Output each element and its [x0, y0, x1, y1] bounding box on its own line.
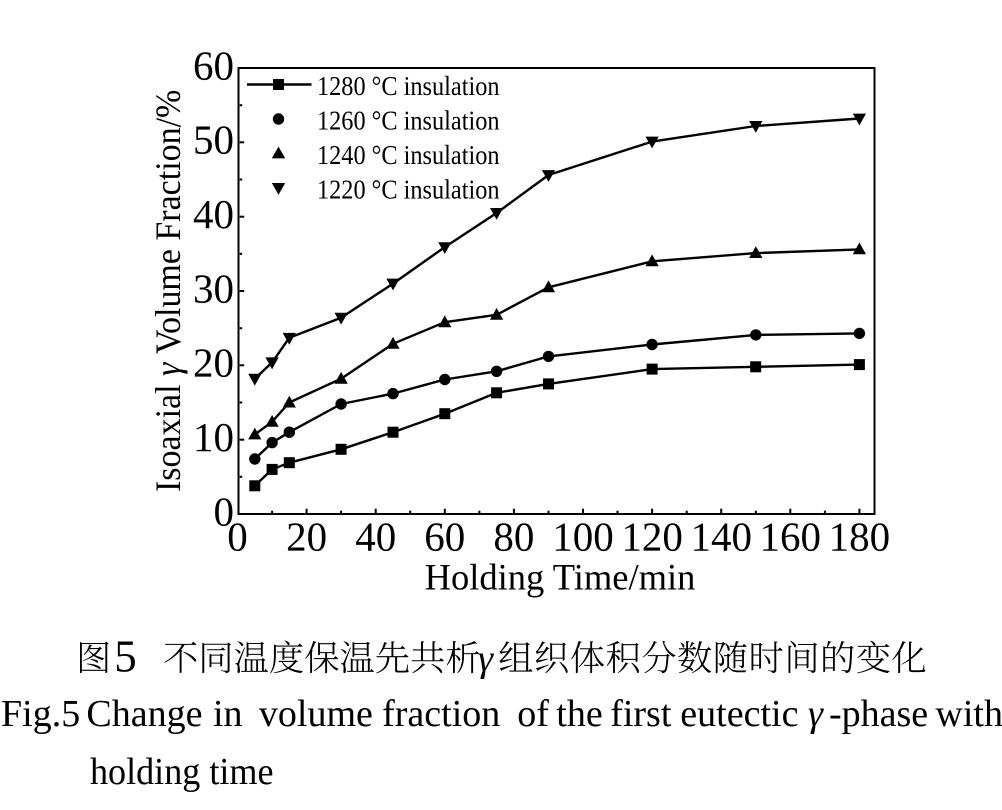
svg-text:40: 40 — [355, 514, 396, 560]
svg-text:50: 50 — [193, 117, 234, 163]
svg-text:0: 0 — [227, 514, 248, 560]
svg-text:5: 5 — [114, 632, 137, 682]
svg-text:60: 60 — [424, 514, 465, 560]
svg-text:60: 60 — [193, 42, 234, 88]
svg-text:10: 10 — [193, 414, 234, 460]
svg-text:120: 120 — [621, 514, 683, 560]
svg-text:40: 40 — [193, 191, 234, 237]
svg-text:Isoaxial γ Volume Fraction/%: Isoaxial γ Volume Fraction/% — [148, 90, 188, 492]
svg-text:20: 20 — [286, 514, 327, 560]
svg-text:γ: γ — [478, 638, 494, 680]
svg-text:0: 0 — [214, 488, 235, 534]
svg-text:100: 100 — [552, 514, 614, 560]
svg-text:30: 30 — [193, 265, 234, 311]
svg-text:1260 °C insulation: 1260 °C insulation — [317, 105, 500, 135]
svg-text:1240 °C insulation: 1240 °C insulation — [317, 140, 500, 170]
svg-text:160: 160 — [760, 514, 822, 560]
svg-text:80: 80 — [493, 514, 534, 560]
svg-text:1220 °C insulation: 1220 °C insulation — [317, 174, 500, 204]
svg-text:1280 °C insulation: 1280 °C insulation — [317, 71, 500, 101]
svg-text:140: 140 — [690, 514, 752, 560]
svg-text:20: 20 — [193, 340, 234, 386]
svg-text:180: 180 — [829, 514, 891, 560]
svg-text:Holding Time/min: Holding Time/min — [425, 557, 696, 598]
